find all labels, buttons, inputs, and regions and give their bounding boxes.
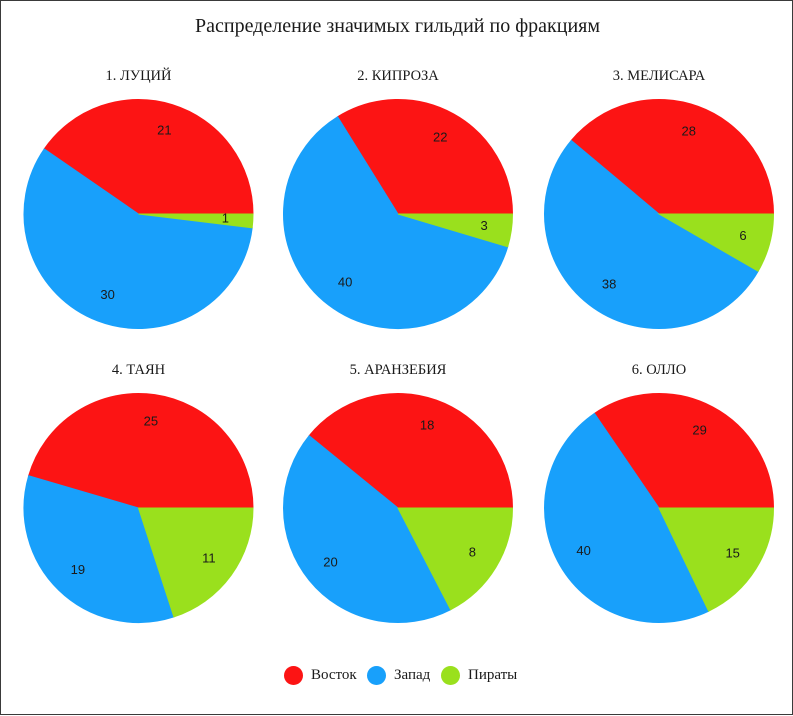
svg-text:15: 15 — [725, 546, 739, 561]
svg-text:40: 40 — [576, 543, 590, 558]
svg-text:29: 29 — [692, 422, 706, 437]
